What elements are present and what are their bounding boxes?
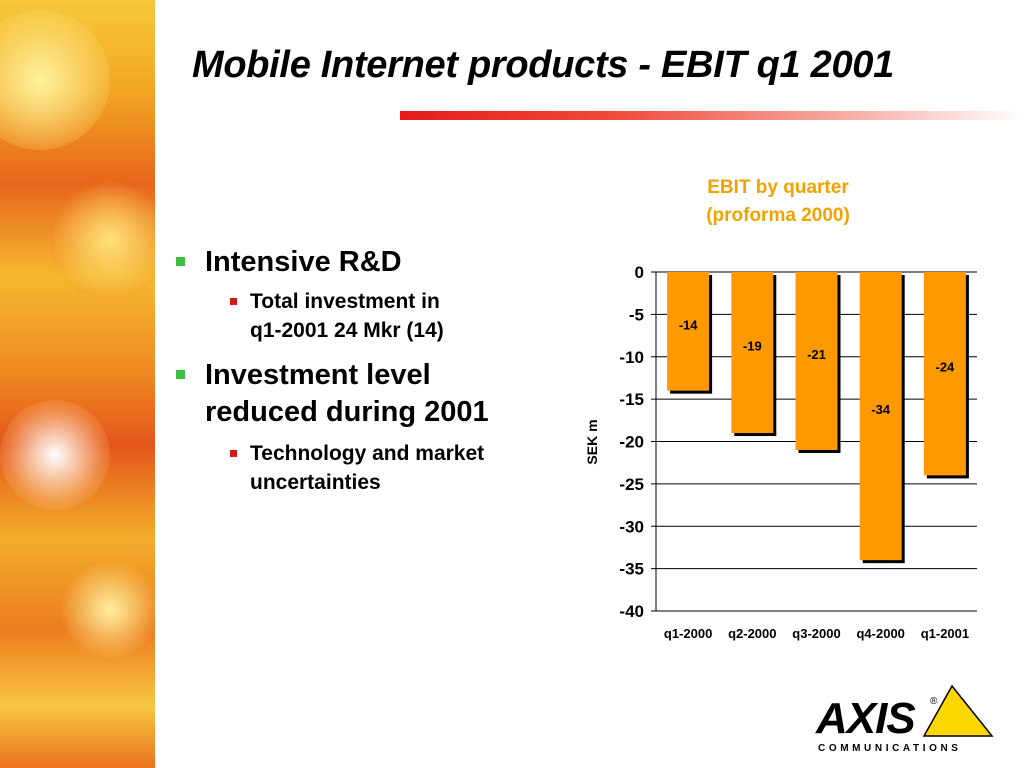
axis-logo: AXIS ® COMMUNICATIONS [815, 684, 994, 754]
bar-data-label: -14 [679, 317, 699, 332]
bar-data-label: -19 [743, 339, 762, 354]
y-tick-label: -25 [619, 475, 644, 494]
logo-registered: ® [930, 696, 938, 707]
bullet-level2: Total investment in q1-2001 24 Mkr (14) [172, 287, 572, 345]
logo-triangle-icon [922, 684, 994, 737]
bullet-marker [230, 450, 237, 457]
y-tick-label: -30 [619, 517, 644, 536]
bar [859, 272, 902, 561]
bullet-text: Intensive R&D [205, 246, 402, 278]
chart-title-line: (proforma 2000) [706, 205, 850, 226]
x-tick-label: q1-2000 [664, 626, 712, 641]
x-tick-label: q4-2000 [856, 626, 904, 641]
ebit-bar-chart: 0 -5 -10 -15 -20 -25 -30 -35 -40 SEK m -14 q1-2000 -… [584, 263, 977, 641]
x-tick-label: q2-2000 [728, 626, 776, 641]
y-axis-label: SEK m [584, 419, 600, 464]
x-tick-label: q3-2000 [792, 626, 840, 641]
bullet-marker [230, 298, 237, 305]
bullet-marker [176, 370, 185, 379]
y-tick-label: -10 [619, 348, 644, 367]
chart-title-line: EBIT by quarter [707, 177, 849, 198]
bullet-text-line: Investment level [205, 359, 431, 391]
logo-wordmark: AXIS [815, 694, 915, 743]
bar-data-label: -21 [807, 347, 826, 362]
bullet-marker [176, 257, 185, 266]
y-tick-label: -40 [619, 602, 644, 621]
bullet-list: Intensive R&D Total investment in q1-200… [172, 244, 572, 497]
bullet-text-line: Total investment in [250, 290, 440, 313]
x-tick-label: q1-2001 [921, 626, 969, 641]
bar [667, 272, 710, 391]
slide-title: Mobile Internet products - EBIT q1 2001 [192, 44, 894, 86]
bar [795, 272, 838, 450]
bar-data-label: -34 [871, 402, 891, 417]
bullet-level2: Technology and market uncertainties [172, 439, 572, 497]
bullet-text-line: reduced during 2001 [205, 396, 489, 428]
decorative-side-panel [0, 0, 155, 768]
logo-tagline: COMMUNICATIONS [818, 743, 962, 754]
y-tick-label: -20 [619, 433, 644, 452]
bar-data-label: -24 [936, 360, 956, 375]
bullet-level1: Intensive R&D [172, 244, 572, 281]
chart-title: EBIT by quarter (proforma 2000) [640, 174, 916, 230]
y-tick-label: -5 [629, 305, 644, 324]
y-tick-label: -35 [619, 560, 644, 579]
y-tick-label: 0 [635, 263, 644, 282]
bar [731, 272, 774, 434]
title-underline [400, 111, 1024, 120]
bullet-text-line: Technology and market [250, 442, 485, 465]
bar [923, 272, 966, 476]
bullet-level1: Investment level reduced during 2001 [172, 357, 572, 431]
bullet-text-line: uncertainties [250, 471, 381, 494]
bullet-text-line: q1-2001 24 Mkr (14) [250, 319, 444, 342]
y-tick-label: -15 [619, 390, 644, 409]
